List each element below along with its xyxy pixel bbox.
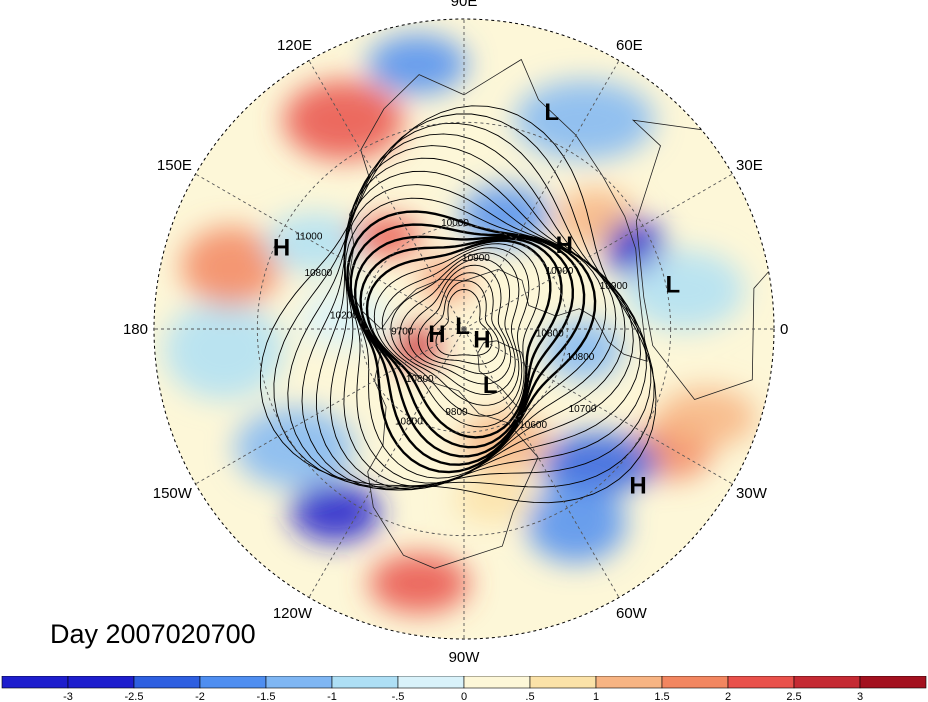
contour-label: 11000 [295,231,323,242]
meridian-line [463,60,620,330]
colorbar-tick-label: -.5 [392,691,405,702]
low-pressure-marker: L [455,313,470,340]
colorbar-box [397,676,465,689]
colorbar-tick-label: 1 [593,691,599,702]
anomaly-blob [369,553,470,614]
longitude-label: 150E [157,157,192,174]
contour-label: 10200 [330,310,358,321]
contour-label: 9800 [445,407,468,418]
high-pressure-marker: H [273,235,290,262]
longitude-label: 0 [780,321,788,338]
colorbar-box [661,676,729,689]
anomaly-blob [624,250,745,331]
day-label: Day 2007020700 [50,619,256,649]
contour-label: 9700 [391,326,414,337]
anomaly-blob [181,226,282,307]
colorbar-tick-label: .5 [525,691,534,702]
height-contour [426,280,500,365]
contour-label: 10900 [462,253,490,264]
colorbar-tick-label: 3 [857,691,863,702]
colorbar-tick-label: -2.5 [125,691,144,702]
contour-label: 10800 [395,416,423,427]
contour-label: 10800 [304,268,332,279]
contour-label: 10000 [441,218,469,229]
colorbar: -3 -2.5 -2 -1.5 -1 -.5 0 .5 1 1.5 2 2.5 3 [1,676,927,702]
colorbar-tick-label: -3 [63,691,73,702]
colorbar-box [529,676,597,689]
longitude-label: 150W [153,485,193,502]
meridian-line [195,173,465,330]
longitude-label: 90W [449,649,481,666]
colorbar-tick-label: 1.5 [654,691,669,702]
contour-label: 10800 [567,352,595,363]
contour-label: 10700 [569,404,597,415]
meridian-line [308,328,465,598]
low-pressure-marker: L [666,272,681,299]
meridian-line [463,173,733,330]
contour-labels: 10900 10900 10900 10800 10000 11000 10800 10200… [295,218,628,431]
anomaly-blob [656,387,757,448]
height-contour [260,105,657,504]
continent-outline [367,350,539,569]
colorbar-box [463,676,531,689]
colorbar-ticks: -3 -2.5 -2 -1.5 -1 -.5 0 .5 1 1.5 2 2.5 3 [63,691,863,702]
colorbar-tick-label: 2 [725,691,731,702]
meridian-line [463,328,733,485]
colorbar-box [793,676,861,689]
longitude-label: 60E [616,37,643,54]
colorbar-tick-label: -1 [327,691,337,702]
high-pressure-marker: H [473,326,490,353]
longitude-label: 30E [736,157,763,174]
longitude-label: 60W [616,605,648,622]
contour-label: 10600 [519,420,547,431]
meridian-line [308,60,465,330]
low-pressure-marker: L [544,99,559,126]
colorbar-box [1,676,69,689]
longitude-label: 180 [123,321,148,338]
contour-label: 10800 [406,374,434,385]
height-contour [349,223,586,466]
colorbar-box [331,676,399,689]
anomaly-blob [460,185,551,246]
meridian-line [463,328,620,598]
contour-label: 10900 [546,266,574,277]
anomaly-blob [367,34,468,95]
longitude-label: 90E [451,0,478,10]
anomaly-blob [163,300,284,401]
map-boundary [153,18,775,640]
anomaly-blob [537,432,658,493]
meridian-line [195,328,465,485]
colorbar-box [265,676,333,689]
colorbar-box [67,676,135,689]
colorbar-box [595,676,663,689]
contour-label: 10800 [536,329,564,340]
contour-label: 10900 [600,281,628,292]
low-pressure-marker: L [483,372,498,399]
colorbar-box [199,676,267,689]
colorbar-tick-label: 2.5 [786,691,801,702]
longitude-labels: 90E 60E 30E 0 30W 60W 90W 120W 150W 180 150E 120E [123,0,788,666]
longitude-label: 120E [277,37,312,54]
colorbar-box [133,676,201,689]
anomaly-blob [453,473,534,524]
colorbar-tick-label: -1.5 [257,691,276,702]
continent-outline [631,119,774,400]
high-pressure-marker: H [629,473,646,500]
colorbar-tick-label: 0 [461,691,467,702]
anomaly-blob [290,482,381,543]
colorbar-box [859,676,927,689]
high-pressure-marker: H [556,232,573,259]
longitude-label: 30W [736,485,768,502]
polar-map: 10900 10900 10900 10800 10000 11000 10800 10200… [123,0,788,666]
longitude-label: 120W [273,605,313,622]
anomaly-blob [264,212,365,273]
colorbar-tick-label: -2 [195,691,205,702]
high-pressure-marker: H [428,321,445,348]
colorbar-box [727,676,795,689]
colorbar-boxes [1,676,927,689]
graticule [154,19,774,639]
